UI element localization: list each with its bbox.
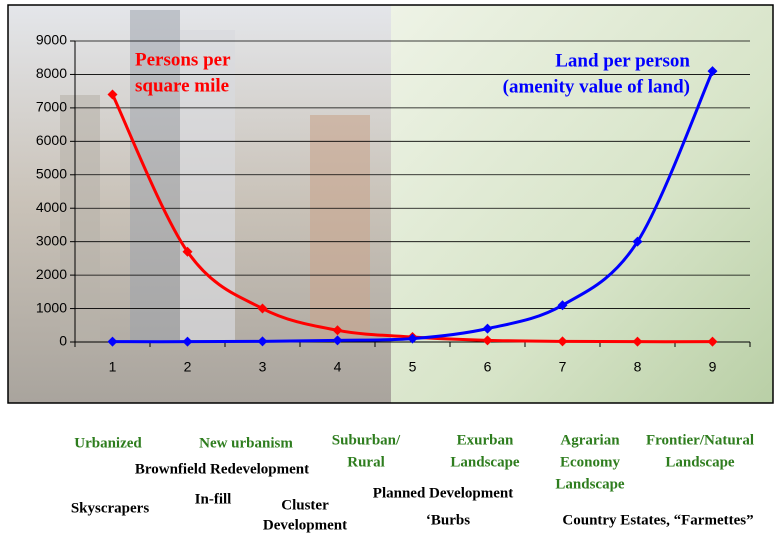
building	[310, 115, 370, 340]
y-tick-label: 0	[59, 333, 67, 349]
development-label: Cluster	[281, 497, 329, 513]
y-tick-label: 9000	[36, 32, 67, 48]
landscape-label: New urbanism	[199, 435, 293, 451]
y-tick-label: 8000	[36, 65, 67, 81]
development-label: Country Estates, “Farmettes”	[562, 512, 753, 528]
development-label: ‘Burbs	[426, 512, 470, 528]
annotation: square mile	[135, 75, 229, 96]
x-tick-label: 9	[709, 359, 717, 375]
y-tick-label: 1000	[36, 299, 67, 315]
x-tick-label: 3	[259, 359, 267, 375]
landscape-label: Landscape	[555, 476, 625, 492]
landscape-label: Exurban	[457, 432, 514, 448]
landscape-label: Suburban/	[332, 432, 401, 448]
landscape-label: Landscape	[450, 454, 520, 470]
development-label: Planned Development	[373, 485, 513, 501]
development-label: Skyscrapers	[71, 500, 149, 516]
y-tick-label: 6000	[36, 132, 67, 148]
development-label: Brownfield Redevelopment	[135, 461, 309, 477]
landscape-label: Frontier/Natural	[646, 432, 754, 448]
annotation: Land per person	[555, 50, 690, 71]
annotation: Persons per	[135, 49, 231, 70]
landscape-label: Landscape	[665, 454, 735, 470]
landscape-label: Economy	[560, 454, 621, 470]
landscape-label: Agrarian	[560, 432, 620, 448]
y-tick-label: 5000	[36, 165, 67, 181]
y-tick-label: 3000	[36, 232, 67, 248]
x-tick-label: 2	[184, 359, 192, 375]
x-tick-label: 4	[334, 359, 342, 375]
development-label: In-fill	[195, 491, 232, 507]
y-tick-label: 4000	[36, 199, 67, 215]
x-tick-label: 6	[484, 359, 492, 375]
landscape-label: Rural	[347, 454, 385, 470]
landscape-label: Urbanized	[74, 435, 142, 451]
x-tick-label: 5	[409, 359, 417, 375]
development-label: Development	[263, 517, 347, 533]
annotation: (amenity value of land)	[503, 76, 690, 97]
x-tick-label: 1	[109, 359, 117, 375]
x-tick-label: 8	[634, 359, 642, 375]
y-tick-label: 7000	[36, 99, 67, 115]
chart: 0 1000 2000 3000 4000 5000 6000 7000 8000 9000 1 2 3…	[0, 0, 783, 536]
y-tick-label: 2000	[36, 266, 67, 282]
footer: Urbanized New urbanism Suburban/Rural Exurb…	[71, 432, 754, 533]
x-tick-label: 7	[559, 359, 567, 375]
